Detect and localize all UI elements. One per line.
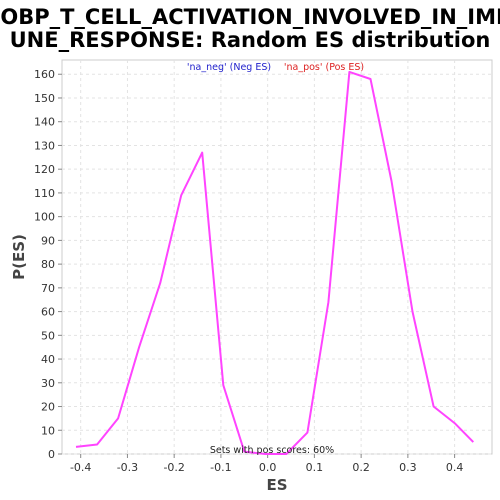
x-tick-label: -0.2 (163, 461, 184, 474)
y-tick-label: 100 (34, 211, 55, 224)
y-tick-label: 30 (41, 377, 55, 390)
y-tick-label: 150 (34, 92, 55, 105)
y-tick-label: 0 (48, 448, 55, 461)
x-tick-label: -0.4 (70, 461, 91, 474)
series-layer (75, 70, 475, 455)
y-tick-label: 20 (41, 401, 55, 414)
y-tick-label: 110 (34, 187, 55, 200)
y-tick-label: 50 (41, 329, 55, 342)
x-tick-label: 0.2 (352, 461, 370, 474)
y-tick-label: 40 (41, 353, 55, 366)
plot-area (61, 59, 493, 455)
y-tick-label: 130 (34, 139, 55, 152)
x-axis-label: ES (266, 476, 287, 494)
chart-title-line-1: GOBP_T_CELL_ACTIVATION_INVOLVED_IN_IMM (0, 5, 500, 29)
x-axis-ticks: -0.4 -0.3 -0.2 -0.1 0.0 0.1 0.2 0.3 0.4 (70, 454, 463, 474)
y-tick-label: 80 (41, 258, 55, 271)
es-distribution-line (75, 70, 475, 455)
y-tick-label: 90 (41, 234, 55, 247)
x-tick-label: -0.1 (210, 461, 231, 474)
x-tick-label: 0.4 (446, 461, 464, 474)
y-tick-label: 140 (34, 116, 55, 129)
y-tick-label: 10 (41, 424, 55, 437)
legend-item-neg: 'na_neg' (Neg ES) (187, 62, 271, 73)
x-tick-label: 0.1 (306, 461, 324, 474)
pos-scores-annotation: Sets with pos scores: 60% (210, 445, 334, 456)
y-axis-label: P(ES) (10, 234, 28, 280)
x-tick-label: 0.3 (399, 461, 417, 474)
x-tick-label: 0.0 (259, 461, 277, 474)
y-tick-label: 70 (41, 282, 55, 295)
chart-title-line-2: UNE_RESPONSE: Random ES distribution (10, 28, 491, 52)
y-tick-label: 160 (34, 68, 55, 81)
legend-item-pos: 'na_pos' (Pos ES) (284, 62, 364, 73)
x-tick-label: -0.3 (117, 461, 138, 474)
y-tick-label: 60 (41, 306, 55, 319)
y-axis-ticks: 0 10 20 30 40 50 60 70 80 90 100 110 120 130 140 150 160 (34, 68, 62, 461)
y-tick-label: 120 (34, 163, 55, 176)
